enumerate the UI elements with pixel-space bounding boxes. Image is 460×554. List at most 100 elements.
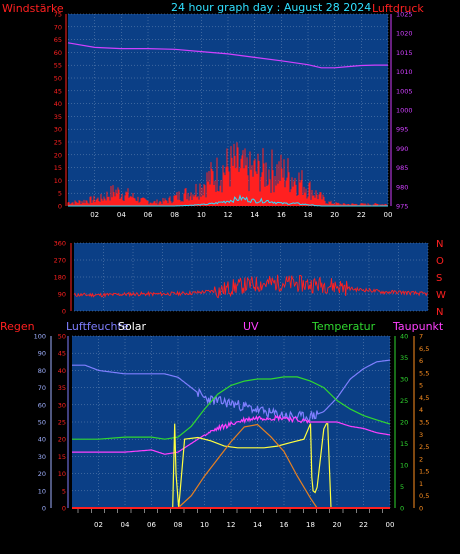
x-tick-label-wind: 08 [170,211,179,219]
y-tick-label-regen: 0 [42,505,46,513]
y-left-tick-label-wind: 30 [54,126,62,134]
y-right-tick-label-pressure: 975 [396,203,408,211]
y-left-tick-label-wind: 45 [54,87,62,95]
wind-direction-trace [73,274,429,299]
axes-wind: 02 04 06 08 10 12 14 16 18 20 22 000510152025303540… [54,11,413,220]
y-tick-label-direction: 270 [54,257,66,265]
x-tick-label-climate: 14 [253,521,262,529]
compass-label: W [436,290,446,301]
y-tick-label-humidity: 5 [62,487,66,495]
series-wind [67,42,388,207]
y-tick-label-regen: 40 [38,436,46,444]
y-right-tick-label-pressure: 1010 [396,68,413,76]
x-tick-label-climate: 00 [386,521,395,529]
x-tick-label-climate: 18 [306,521,315,529]
y-tick-label-temperature: 30 [400,376,408,384]
x-tick-label-wind: 18 [304,211,313,219]
x-tick-label-climate: 12 [227,521,236,529]
x-tick-label-wind: 06 [144,211,153,219]
wind-pressure-panel: 02 04 06 08 10 12 14 16 18 20 22 000510152025303540… [2,1,424,219]
compass-label: N [436,307,443,318]
y-tick-label-temperature: 5 [400,483,404,491]
legend-regen: Regen [0,320,35,333]
y-right-tick-label-pressure: 985 [396,164,408,172]
y-tick-label-humidity: 0 [62,505,66,513]
y-left-tick-label-wind: 75 [54,11,62,19]
y-left-tick-label-wind: 40 [54,100,62,108]
y-tick-label-direction: 180 [54,274,66,282]
y-tick-label-temperature: 40 [400,333,408,341]
y-tick-label-uv: 3,5 [419,419,429,427]
y-left-tick-label-wind: 5 [58,190,62,198]
y-tick-label-temperature: 35 [400,354,408,362]
y-tick-label-uv: 3 [419,431,423,439]
y-tick-label-regen: 30 [38,453,46,461]
y-right-tick-label-pressure: 1025 [396,11,413,19]
y-tick-label-uv: 4,5 [419,394,429,402]
right-axis-label-luftdruck: Luftdruck [372,2,424,15]
legend-temperatur: Temperatur [311,320,376,333]
y-left-tick-label-wind: 35 [54,113,62,121]
legend-taupunkt: Taupunkt [392,320,444,333]
y-tick-label-regen: 20 [38,470,46,478]
y-left-tick-label-wind: 70 [54,23,62,31]
y-tick-label-regen: 70 [38,384,46,392]
y-tick-label-humidity: 35 [58,384,66,392]
y-right-tick-label-pressure: 1000 [396,107,413,115]
y-left-tick-label-wind: 55 [54,62,62,70]
y-tick-label-temperature: 20 [400,419,408,427]
x-tick-label-climate: 08 [174,521,183,529]
y-tick-label-humidity: 45 [58,350,66,358]
y-tick-label-regen: 80 [38,367,46,375]
grid-direction [74,242,429,312]
axes-direction: 0 N 90 W 180 S 270 O 360 N [54,239,446,318]
y-tick-label-humidity: 15 [58,453,66,461]
legend-uv: UV [243,320,259,333]
y-right-tick-label-pressure: 1005 [396,87,413,95]
x-tick-label-climate: 10 [200,521,209,529]
y-tick-label-temperature: 0 [400,505,404,513]
series-uv-line [72,423,390,509]
y-tick-label-uv: 7 [419,333,423,341]
y-tick-label-regen: 90 [38,350,46,358]
y-left-tick-label-wind: 20 [54,151,62,159]
compass-label: S [436,273,442,284]
legend-luftfeuchte: Luftfeuchte [66,320,129,333]
y-tick-label-humidity: 50 [58,333,66,341]
x-tick-label-climate: 04 [121,521,130,529]
x-tick-label-wind: 16 [277,211,286,219]
y-tick-label-uv: 5,5 [419,369,429,377]
x-tick-label-wind: 22 [357,211,366,219]
wind-direction-panel: 0 N 90 W 180 S 270 O 360 N [54,239,446,318]
y-left-tick-label-wind: 65 [54,36,62,44]
y-tick-label-regen: 50 [38,419,46,427]
series-temperatur-line [72,376,391,440]
y-tick-label-uv: 2 [419,455,423,463]
y-tick-label-humidity: 30 [58,401,66,409]
y-tick-label-humidity: 20 [58,436,66,444]
y-right-tick-label-pressure: 1015 [396,49,413,57]
x-tick-label-climate: 02 [94,521,103,529]
y-tick-label-uv: 6 [419,357,423,365]
y-tick-label-uv: 1,5 [419,468,429,476]
y-tick-label-uv: 0,5 [419,492,429,500]
y-tick-label-humidity: 40 [58,367,66,375]
compass-label: O [436,256,444,267]
y-tick-label-humidity: 25 [58,419,66,427]
y-tick-label-temperature: 25 [400,397,408,405]
series-taupunkt-line [72,414,391,455]
compass-label: N [436,239,443,250]
y-right-tick-label-pressure: 990 [396,145,408,153]
x-tick-label-climate: 22 [359,521,368,529]
y-tick-label-direction: 360 [54,240,66,248]
x-tick-label-wind: 20 [330,211,339,219]
x-tick-label-climate: 16 [280,521,289,529]
x-tick-label-wind: 04 [117,211,126,219]
x-tick-label-wind: 10 [197,211,206,219]
y-tick-label-uv: 5 [419,382,423,390]
y-tick-label-temperature: 15 [400,440,408,448]
y-left-tick-label-wind: 10 [54,177,62,185]
y-tick-label-uv: 2,5 [419,443,429,451]
